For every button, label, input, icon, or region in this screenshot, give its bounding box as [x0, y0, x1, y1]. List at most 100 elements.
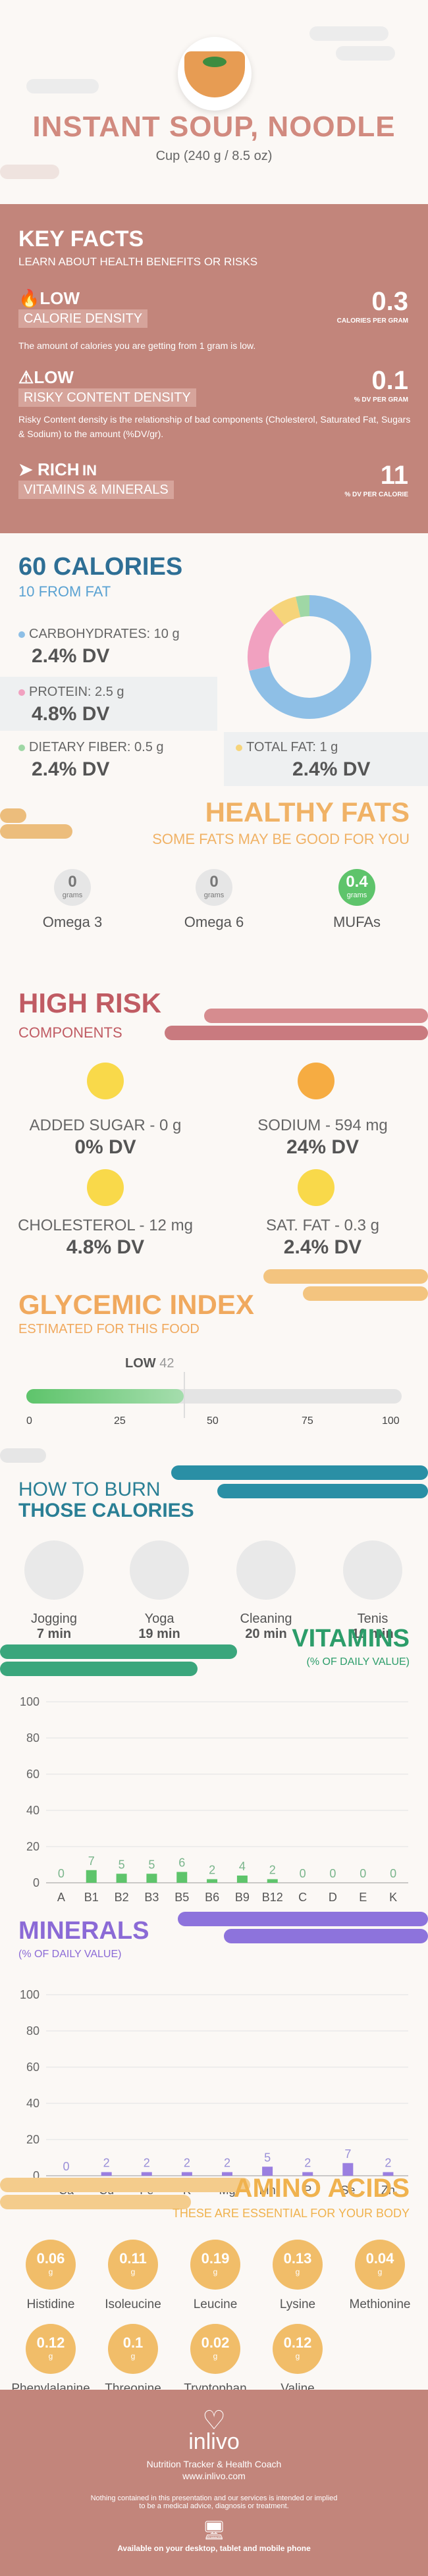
exercise-duration: 19 min [138, 1627, 180, 1641]
y-tick-label: 40 [26, 2097, 40, 2110]
bar-mg [222, 2172, 232, 2176]
amino-item: 0.12 g Phenylalanine [8, 2324, 94, 2396]
bar-value-label: 5 [119, 1858, 125, 1871]
amino-item: 0.04 g Methionine [337, 2240, 423, 2312]
fact-value: 0.1 [371, 366, 408, 395]
x-tick-label: D [329, 1891, 337, 1904]
decor-pill [0, 165, 59, 179]
y-tick-label: 60 [26, 1768, 40, 1781]
flame-icon: 🔥 [18, 288, 40, 308]
vitamins-bar-chart: 0 20 40 60 80 100 0 A 7 B1 5 B2 5 B3 6 B5 2 B6 4 B9 2 B12 0 C 0 D… [20, 1695, 408, 1904]
nutrient-label: CARBOHYDRATES: 10 g [29, 627, 180, 641]
bar-fe [141, 2172, 152, 2176]
x-tick-label: B3 [144, 1891, 159, 1904]
availability-text: Available on your desktop, tablet and mo… [117, 2544, 311, 2553]
fact-badge-suffix: IN [82, 462, 97, 479]
bar-zn [383, 2172, 394, 2176]
amino-value-circle: 0.13 g [273, 2240, 323, 2290]
bar-value-label: 7 [88, 1854, 95, 1868]
fat-dot [236, 745, 242, 751]
healthy-fats-subtitle: SOME FATS MAY BE GOOD FOR YOU [152, 831, 410, 847]
serving-size: Cup (240 g / 8.5 oz) [155, 149, 273, 163]
jogging-icon [24, 1540, 84, 1600]
amino-value-circle: 0.19 g [190, 2240, 240, 2290]
fat-value-circle: 0 grams [196, 869, 232, 906]
brand-url[interactable]: www.inlivo.com [182, 2471, 246, 2481]
amino-item: 0.13 g Lysine [255, 2240, 340, 2312]
amino-unit: g [295, 2352, 300, 2361]
x-tick-label: E [359, 1891, 367, 1904]
exercise-yoga: Yoga 19 min [113, 1540, 205, 1642]
bar-value-label: 2 [209, 1864, 215, 1877]
footer: ♡ inlivo Nutrition Tracker & Health Coac… [0, 2390, 428, 2576]
bar-value-label: 5 [264, 2151, 271, 2164]
fat-mufas: 0.4 grams MUFAs [304, 869, 410, 931]
decor-pill [0, 1644, 237, 1659]
calories-donut-chart [248, 595, 371, 719]
amino-unit: g [213, 2352, 218, 2361]
bar-value-label: 6 [178, 1856, 185, 1870]
exercise-duration: 10 min [352, 1627, 394, 1641]
amino-value: 0.12 [283, 2334, 312, 2351]
y-tick-label: 0 [33, 1876, 40, 1889]
bar-value-label: 0 [329, 1867, 336, 1880]
amino-unit: g [130, 2267, 136, 2276]
amino-title: AMINO ACIDS [233, 2174, 410, 2203]
glycemic-level: LOW 42 [125, 1356, 174, 1371]
bar-value-label: 2 [269, 1864, 276, 1877]
y-tick-label: 0 [33, 2169, 40, 2182]
brand-tagline: Nutrition Tracker & Health Coach [146, 2459, 282, 2469]
fact-badge: RICH [38, 460, 80, 479]
amino-item: 0.06 g Histidine [8, 2240, 94, 2312]
bar-value-label: 2 [184, 2157, 190, 2170]
fact-risky-content: ⚠LOW RISKY CONTENT DENSITY Risky Content… [18, 367, 414, 441]
x-tick-label: B12 [262, 1891, 283, 1904]
exercise-name: Tenis [357, 1612, 388, 1626]
key-facts-section: KEY FACTS LEARN ABOUT HEALTH BENEFITS OR… [0, 204, 428, 533]
glycemic-subtitle: ESTIMATED FOR THIS FOOD [18, 1322, 200, 1336]
y-tick-label: 100 [20, 1988, 40, 2001]
x-tick-label: Zn [381, 2184, 395, 2197]
amino-value: 0.06 [36, 2250, 65, 2267]
amino-value: 0.12 [36, 2334, 65, 2351]
fat-name: Omega 3 [42, 914, 103, 930]
donut-slice-carbohydrates [249, 595, 371, 719]
fact-calorie-density: 🔥LOW CALORIE DENSITY The amount of calor… [18, 288, 414, 353]
burn-title-1: HOW TO BURN [18, 1479, 161, 1500]
amino-value-circle: 0.12 g [273, 2324, 323, 2374]
amino-subtitle: THESE ARE ESSENTIAL FOR YOUR BODY [172, 2207, 410, 2220]
bar-value-label: 0 [360, 1867, 366, 1880]
fat-name: MUFAs [333, 914, 381, 930]
fact-unit: % DV PER CALORIE [344, 491, 408, 498]
amino-value: 0.04 [365, 2250, 394, 2267]
nutrient-dv: 2.4% DV [292, 758, 371, 780]
y-tick-label: 60 [26, 2061, 40, 2074]
amino-value: 0.13 [283, 2250, 312, 2267]
nutrient-fat: TOTAL FAT: 1 g 2.4% DV [224, 732, 428, 786]
fat-value-circle: 0 grams [54, 869, 91, 906]
disclaimer: to be a medical advice, diagnosis or tre… [139, 2502, 289, 2510]
amino-value: 0.02 [201, 2334, 230, 2351]
risk-name: CHOLESTEROL - 12 mg [18, 1217, 193, 1234]
amino-value: 0.19 [201, 2250, 230, 2267]
bar-b6 [207, 1879, 218, 1883]
burn-title-2: THOSE CALORIES [18, 1500, 194, 1521]
disclaimer: Nothing contained in this presentation a… [90, 2494, 338, 2502]
y-tick-label: 40 [26, 1804, 40, 1817]
gi-tick: 100 [382, 1415, 400, 1427]
decor-pill [309, 26, 388, 41]
decor-pill [0, 808, 26, 823]
amino-item: 0.19 g Leucine [173, 2240, 258, 2312]
bar-value-label: 2 [144, 2157, 150, 2170]
x-tick-label: B6 [205, 1891, 219, 1904]
high-risk-title: HIGH RISK [18, 987, 162, 1018]
rocket-icon: ➤ [18, 460, 38, 479]
glycemic-fill [26, 1389, 184, 1404]
fact-label: CALORIE DENSITY [18, 309, 148, 328]
risk-dv: 0% DV [74, 1136, 136, 1158]
brand-name: inlivo [188, 2429, 240, 2454]
carbs-dot [18, 631, 25, 638]
amino-value-circle: 0.1 g [108, 2324, 158, 2374]
fat-omega-6: 0 grams Omega 6 [161, 869, 267, 931]
